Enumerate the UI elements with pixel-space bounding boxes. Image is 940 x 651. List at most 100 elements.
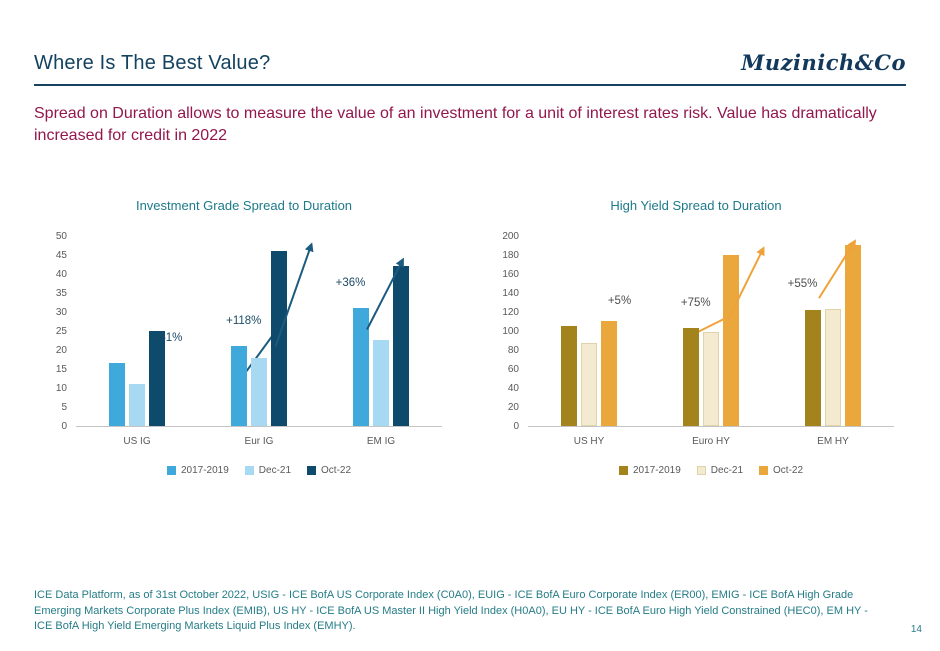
y-axis-tick-label: 120	[502, 306, 519, 318]
y-axis-tick-label: 100	[502, 325, 519, 337]
bar-oct-22	[149, 330, 165, 426]
y-axis-tick-label: 30	[55, 306, 67, 318]
bar-oct-22	[845, 244, 861, 426]
y-axis-tick-label: 40	[507, 382, 519, 394]
legend-item: Dec-21	[244, 464, 292, 476]
y-axis-tick-label: 200	[502, 230, 519, 242]
y-axis-tick-label: 50	[55, 230, 67, 242]
bar-group: +5%	[528, 237, 735, 426]
y-axis-tick-label: 35	[55, 287, 67, 299]
x-axis-category-label: US HY	[573, 435, 605, 447]
x-axis-labels: US IG Eur IG EM IG	[76, 436, 442, 447]
legend-swatch	[307, 465, 317, 475]
bar-group: +75%	[650, 237, 772, 426]
x-axis-category-label: EM HY	[817, 435, 849, 447]
legend-swatch	[618, 465, 628, 475]
source-note: ICE Data Platform, as of 31st October 20…	[34, 589, 868, 633]
y-axis: 0 20 40 60 80 100 120 140 160 180 200	[498, 231, 528, 432]
chart-title-investment-grade: Investment Grade Spread to Duration	[135, 197, 353, 213]
y-axis-tick-label: 40	[55, 268, 67, 280]
x-axis-category-label: Eur IG	[244, 435, 274, 447]
bar-dec-21	[251, 357, 267, 426]
bar-oct-22	[393, 265, 409, 426]
bar-2017-2019	[231, 345, 247, 426]
chart-legend: 2017-2019 Dec-21 Oct-22	[528, 465, 894, 476]
bar-dec-21	[825, 308, 841, 426]
legend-label: 2017-2019	[180, 464, 229, 476]
bar-2017-2019	[561, 325, 577, 426]
bars	[805, 244, 861, 426]
y-axis-tick-label: 15	[55, 363, 67, 375]
y-axis: 0 5 10 15 20 25 30 35 40 45 50	[46, 231, 76, 432]
x-axis-category-label: US IG	[123, 435, 151, 447]
growth-annotation: +51%	[152, 332, 183, 345]
y-axis-tick-label: 80	[507, 344, 519, 356]
page-title: Where Is The Best Value?	[34, 52, 271, 74]
bar-dec-21	[703, 331, 719, 426]
bars	[231, 250, 287, 426]
x-axis-category-label: Euro HY	[692, 435, 730, 447]
bar-oct-22	[601, 320, 617, 426]
plot-area: +5% +75% +55%	[528, 237, 894, 427]
bar-oct-22	[723, 254, 739, 426]
chart-title-high-yield: High Yield Spread to Duration	[610, 197, 782, 213]
legend-label: 2017-2019	[632, 464, 681, 476]
bar-2017-2019	[109, 362, 125, 426]
y-axis-tick-label: 160	[502, 268, 519, 280]
legend-label: Oct-22	[773, 464, 804, 476]
chart-high-yield: High Yield Spread to Duration 0 20 40 60 80 1…	[498, 198, 894, 476]
legend-swatch	[696, 465, 706, 475]
plot-area: +51% +118% +36%	[76, 237, 442, 427]
y-axis-tick-label: 25	[55, 325, 67, 337]
company-logo: Muzinich&Co	[741, 50, 906, 75]
bar-oct-22	[271, 250, 287, 426]
growth-annotation: +55%	[787, 277, 818, 290]
y-axis-tick-label: 5	[61, 401, 67, 413]
bar-dec-21	[373, 339, 389, 426]
legend-item: Oct-22	[307, 465, 351, 476]
legend-item: 2017-2019	[166, 464, 229, 476]
legend-label: Dec-21	[258, 464, 292, 476]
legend-swatch	[759, 465, 769, 475]
growth-annotation: +5%	[607, 295, 632, 308]
title-divider	[34, 84, 906, 86]
bar-2017-2019	[805, 309, 821, 426]
legend-item: 2017-2019	[618, 464, 681, 476]
legend-label: Dec-21	[710, 464, 744, 476]
y-axis-tick-label: 0	[61, 420, 67, 432]
chart-body: 0 20 40 60 80 100 120 140 160 180 200 +5% +75% +55%	[498, 231, 894, 432]
charts-row: Investment Grade Spread to Duration 0 5 10…	[0, 198, 940, 476]
y-axis-tick-label: 20	[55, 344, 67, 356]
y-axis-tick-label: 140	[502, 287, 519, 299]
bars	[683, 254, 739, 426]
bar-group: +36%	[320, 237, 442, 426]
chart-body: 0 5 10 15 20 25 30 35 40 45 50 +51% +118% +36%	[46, 231, 442, 432]
bar-dec-21	[129, 383, 145, 426]
legend-swatch	[244, 465, 254, 475]
bar-2017-2019	[683, 327, 699, 426]
bar-group: +118%	[198, 237, 320, 426]
growth-annotation: +75%	[680, 296, 711, 309]
growth-annotation: +118%	[226, 314, 262, 327]
chart-investment-grade: Investment Grade Spread to Duration 0 5 10…	[46, 198, 442, 476]
y-axis-tick-label: 45	[55, 249, 67, 261]
page-number: 14	[910, 624, 922, 635]
y-axis-tick-label: 180	[502, 249, 519, 261]
legend-item: Dec-21	[696, 464, 744, 476]
y-axis-tick-label: 0	[513, 420, 519, 432]
y-axis-tick-label: 10	[55, 382, 67, 394]
chart-legend: 2017-2019 Dec-21 Oct-22	[76, 465, 442, 476]
legend-swatch	[166, 465, 176, 475]
bars	[353, 265, 409, 426]
bar-group: +51%	[76, 237, 283, 426]
x-axis-labels: US HY Euro HY EM HY	[528, 436, 894, 447]
bar-2017-2019	[353, 307, 369, 426]
legend-label: Oct-22	[321, 464, 352, 476]
x-axis-category-label: EM IG	[366, 435, 396, 447]
slide-header: Where Is The Best Value? Muzinich&Co	[0, 0, 940, 84]
bar-dec-21	[581, 342, 597, 426]
bars	[109, 330, 165, 426]
legend-item: Oct-22	[759, 465, 803, 476]
growth-annotation: +36%	[335, 276, 366, 289]
